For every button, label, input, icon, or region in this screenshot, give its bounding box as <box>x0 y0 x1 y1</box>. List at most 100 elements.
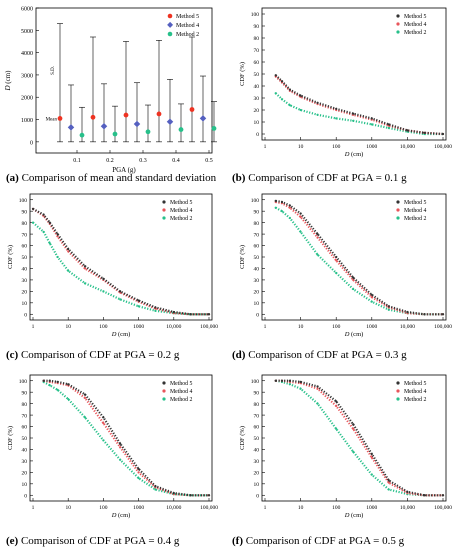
data-point <box>119 290 122 293</box>
y-axis-label: CDF (%) <box>239 426 246 450</box>
series-line <box>275 379 443 497</box>
y-tick-label: 30 <box>254 459 260 465</box>
y-tick-label: 0 <box>30 140 33 146</box>
y-tick-label: 100 <box>19 379 28 385</box>
y-axis-label: D (cm) <box>4 70 12 92</box>
y-tick-label: 100 <box>19 198 28 204</box>
y-axis-label: CDF (%) <box>239 245 246 269</box>
legend: Method 5 Method 4 Method 2 <box>167 13 199 38</box>
data-point <box>423 131 426 134</box>
caption-label: Comparison of CDF at PGA = 0.3 g <box>245 349 407 361</box>
mean-marker <box>211 126 217 131</box>
x-tick-label: 10,000 <box>400 324 415 330</box>
data-point <box>352 450 355 453</box>
legend-label: Method 2 <box>170 216 192 222</box>
data-point <box>102 416 105 419</box>
data-point <box>335 404 338 408</box>
y-tick-label: 100 <box>251 198 260 204</box>
legend-marker <box>162 200 166 204</box>
caption-label: Comparison of CDF at PGA = 0.5 g <box>243 535 405 547</box>
data-point <box>441 132 445 136</box>
data-point <box>316 236 319 239</box>
x-tick-label: 10,000 <box>400 144 415 150</box>
data-point <box>48 242 51 245</box>
x-tick-label: 100,000 <box>200 324 218 330</box>
legend-marker <box>167 31 173 37</box>
data-point <box>137 471 140 474</box>
y-tick-label: 40 <box>254 84 260 90</box>
x-tick-label: 10 <box>298 144 304 150</box>
series-line <box>274 75 444 136</box>
data-point <box>423 494 426 497</box>
legend-label: Method 5 <box>170 381 192 387</box>
mean-marker <box>79 132 85 138</box>
panel-caption-a: (a) Comparison of mean and standard devi… <box>6 172 217 184</box>
y-tick-label: 3000 <box>21 73 33 79</box>
data-point <box>42 230 45 233</box>
legend-label: Method 2 <box>404 216 426 222</box>
x-tick-label: 100,000 <box>434 324 452 330</box>
data-point <box>316 101 319 104</box>
mean-marker <box>178 127 184 132</box>
y-tick-label: 6000 <box>21 7 33 13</box>
legend: Method 5 Method 4 Method 2 <box>162 381 192 403</box>
data-point <box>370 300 373 303</box>
data-point <box>154 485 157 488</box>
legend-label: Method 5 <box>404 381 426 387</box>
x-axis-label: D (cm) <box>111 512 131 519</box>
x-tick-label: 1 <box>264 505 267 511</box>
caption-letter: (a) <box>6 172 19 184</box>
data-point <box>316 253 319 256</box>
data-point <box>119 442 122 445</box>
caption-letter: (f) <box>232 535 243 547</box>
mean-marker <box>189 107 195 112</box>
y-tick-label: 100 <box>251 379 260 385</box>
legend-label: Method 4 <box>404 389 426 395</box>
data-point <box>370 123 373 126</box>
y-tick-label: 2000 <box>21 96 33 102</box>
data-point <box>280 98 284 101</box>
caption-letter: (c) <box>6 349 19 361</box>
legend-marker <box>162 208 166 212</box>
y-tick-label: 90 <box>254 209 260 215</box>
data-point <box>154 306 157 309</box>
data-point <box>406 490 409 493</box>
data-point <box>288 216 291 220</box>
series-line <box>32 221 209 316</box>
panel-caption-d: (d) Comparison of CDF at PGA = 0.3 g <box>232 349 407 361</box>
data-point <box>56 388 59 391</box>
y-tick-label: 80 <box>254 36 260 42</box>
panel-caption-f: (f) Comparison of CDF at PGA = 0.5 g <box>232 535 405 547</box>
legend-label: Method 4 <box>404 22 426 28</box>
y-tick-label: 5000 <box>21 29 33 35</box>
data-point <box>274 92 277 95</box>
legend-label: Method 4 <box>404 208 426 214</box>
legend-marker <box>396 22 400 26</box>
x-tick-label: 1 <box>264 144 267 150</box>
x-tick-label: 100 <box>99 324 108 330</box>
x-tick-label: 0.3 <box>139 158 147 164</box>
legend-marker <box>396 14 400 18</box>
legend-label: Method 4 <box>170 389 192 395</box>
legend-marker <box>167 21 174 28</box>
caption-text: (c) Comparison of CDF at PGA = 0.2 g <box>6 349 180 361</box>
y-axis-label: CDF (%) <box>7 245 14 269</box>
y-tick-label: 30 <box>254 278 260 284</box>
caption-text: (f) Comparison of CDF at PGA = 0.5 g <box>232 535 405 547</box>
caption-letter: (e) <box>6 535 19 547</box>
data-point <box>67 383 70 386</box>
data-point <box>274 199 277 202</box>
mean-marker <box>133 120 141 128</box>
data-point <box>352 427 355 430</box>
legend-label: Method 2 <box>404 397 426 403</box>
caption-letter: (b) <box>232 172 246 184</box>
data-point <box>137 476 140 480</box>
data-point <box>299 108 302 112</box>
y-tick-label: 10 <box>254 301 260 307</box>
legend-label: Method 5 <box>404 14 426 20</box>
legend-marker <box>167 13 173 19</box>
data-point <box>299 94 302 97</box>
data-point <box>441 494 445 497</box>
